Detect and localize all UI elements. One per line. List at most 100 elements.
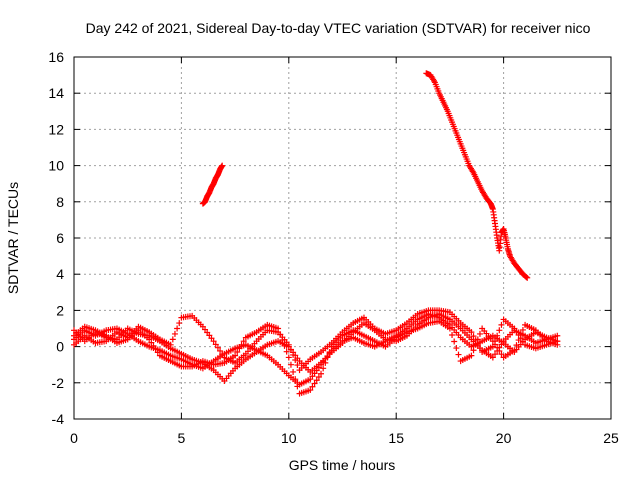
- chart-title: Day 242 of 2021, Sidereal Day-to-day VTE…: [86, 20, 591, 36]
- data-point: [494, 344, 501, 351]
- y-tick-label: 10: [48, 158, 64, 174]
- data-point: [554, 341, 561, 348]
- y-axis-title: SDTVAR / TECUs: [5, 182, 21, 294]
- data-point: [171, 330, 178, 337]
- data-point: [150, 342, 157, 349]
- data-point: [468, 352, 475, 359]
- data-point: [455, 351, 462, 358]
- y-tick-label: 8: [56, 194, 64, 210]
- data-point: [311, 380, 318, 387]
- data-layer: [71, 70, 561, 397]
- data-point: [176, 320, 183, 327]
- y-tick-label: 0: [56, 339, 64, 355]
- data-point: [451, 338, 458, 345]
- data-point: [315, 374, 322, 381]
- data-point: [283, 348, 290, 355]
- data-point: [524, 274, 531, 281]
- data-point: [515, 337, 522, 344]
- data-point: [318, 370, 325, 377]
- data-point: [275, 325, 282, 332]
- data-point: [281, 342, 288, 349]
- data-point: [294, 383, 301, 390]
- data-point: [446, 325, 453, 332]
- data-point: [517, 332, 524, 339]
- data-point: [523, 274, 530, 281]
- data-point: [492, 351, 499, 358]
- y-tick-label: 12: [48, 121, 64, 137]
- data-point: [324, 354, 331, 361]
- data-point: [322, 359, 329, 366]
- data-point: [146, 336, 153, 343]
- data-point: [519, 326, 526, 333]
- data-point: [470, 333, 477, 340]
- grid-layer: [74, 57, 611, 419]
- data-point: [313, 377, 320, 384]
- data-point: [174, 325, 181, 332]
- y-tick-label: 4: [56, 266, 64, 282]
- data-point: [476, 345, 483, 352]
- x-tick-label: 0: [70, 430, 78, 446]
- data-point: [492, 341, 499, 348]
- data-point: [169, 336, 176, 343]
- data-point: [287, 346, 294, 353]
- data-point: [238, 341, 245, 348]
- series-track-d: [71, 318, 561, 397]
- x-tick-label: 20: [496, 430, 512, 446]
- data-point: [498, 341, 505, 348]
- y-tick-label: 2: [56, 302, 64, 318]
- x-tick-label: 25: [603, 430, 619, 446]
- data-point: [214, 344, 221, 351]
- data-point: [519, 338, 526, 345]
- data-point: [498, 351, 505, 358]
- data-point: [285, 341, 292, 348]
- data-point: [277, 331, 284, 338]
- data-point: [148, 339, 155, 346]
- data-point: [498, 321, 505, 328]
- data-point: [513, 342, 520, 349]
- data-point: [496, 327, 503, 334]
- data-point: [326, 349, 333, 356]
- x-tick-label: 5: [178, 430, 186, 446]
- data-point: [554, 332, 561, 339]
- data-point: [474, 336, 481, 343]
- y-tick-label: 6: [56, 230, 64, 246]
- series-arc-early: [199, 162, 226, 207]
- x-axis-title: GPS time / hours: [289, 457, 396, 473]
- data-point: [307, 387, 314, 394]
- data-point: [290, 368, 297, 375]
- data-point: [453, 345, 460, 352]
- data-point: [154, 349, 161, 356]
- data-point: [294, 362, 301, 369]
- data-point: [468, 329, 475, 336]
- data-point: [292, 376, 299, 383]
- data-point: [320, 365, 327, 372]
- data-point: [212, 341, 219, 348]
- data-point: [496, 347, 503, 354]
- data-point: [292, 356, 299, 363]
- x-tick-label: 10: [281, 430, 297, 446]
- data-point: [279, 337, 286, 344]
- data-point: [309, 383, 316, 390]
- data-point: [232, 352, 239, 359]
- y-tick-label: 16: [48, 49, 64, 65]
- series-arc-late: [423, 70, 531, 281]
- data-point: [489, 354, 496, 361]
- data-point: [290, 351, 297, 358]
- data-point: [472, 341, 479, 348]
- data-point: [167, 341, 174, 348]
- data-point: [494, 332, 501, 339]
- data-point: [152, 346, 159, 353]
- data-point: [210, 338, 217, 345]
- data-point: [470, 347, 477, 354]
- data-point: [219, 162, 226, 169]
- data-point: [217, 347, 224, 354]
- data-point: [236, 345, 243, 352]
- data-point: [511, 347, 518, 354]
- data-point: [240, 338, 247, 345]
- data-point: [513, 328, 520, 335]
- data-point: [234, 349, 241, 356]
- y-tick-label: -4: [52, 411, 65, 427]
- y-tick-label: 14: [48, 85, 64, 101]
- data-point: [489, 338, 496, 345]
